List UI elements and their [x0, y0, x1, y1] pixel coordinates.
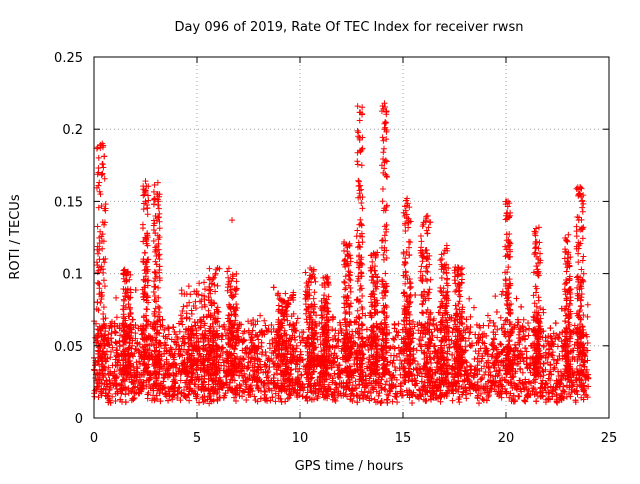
chart-title: Day 096 of 2019, Rate Of TEC Index for r… [175, 20, 524, 35]
